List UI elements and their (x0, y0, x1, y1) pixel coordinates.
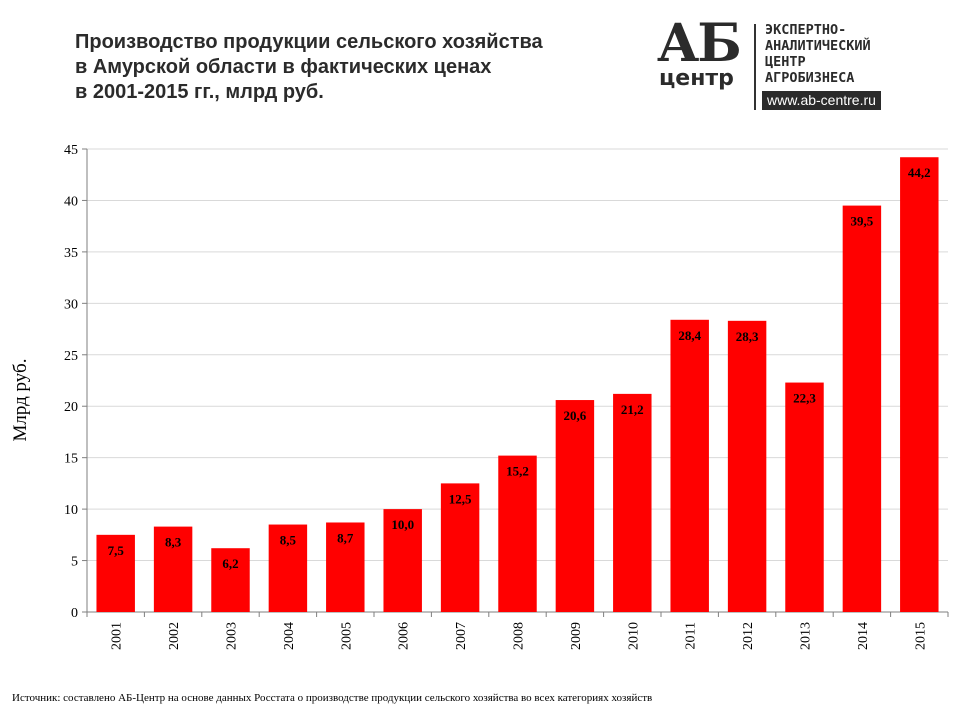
data-label: 10,0 (391, 517, 414, 532)
chart-title-line-2: в Амурской области в фактических ценах (75, 56, 492, 78)
x-tick-label: 2010 (626, 622, 641, 650)
x-tick-labels: 2001 2002 2003 2004 2005 2006 2007 2008 2009 2010… (110, 622, 929, 650)
data-label: 28,3 (736, 329, 759, 344)
x-tick-label: 2005 (339, 622, 354, 650)
logo-mark-centre: центр (659, 66, 734, 91)
y-tick-label: 25 (64, 349, 78, 364)
y-tick-label: 45 (64, 143, 78, 158)
data-label: 39,5 (851, 214, 874, 229)
x-tick-label: 2004 (282, 622, 297, 650)
bar (96, 534, 135, 612)
bar (727, 320, 767, 612)
y-tick-label: 0 (71, 606, 78, 621)
chart-title-line-3: в 2001-2015 гг., млрд руб. (75, 81, 324, 103)
bar (785, 382, 824, 612)
x-tick-label: 2013 (799, 622, 814, 650)
x-tick-label: 2002 (167, 622, 182, 650)
bar (670, 319, 709, 612)
bar (555, 400, 595, 612)
logo-text: ЭКСПЕРТНО- АНАЛИТИЧЕСКИЙ ЦЕНТР АГРОБИЗНЕ… (765, 22, 871, 86)
logo-url-link[interactable]: www.ab-centre.ru (762, 91, 881, 110)
x-tick-label: 2011 (684, 622, 699, 649)
x-tick-label: 2007 (454, 622, 469, 650)
data-label: 21,2 (621, 402, 644, 417)
logo-divider (754, 24, 756, 110)
data-label: 7,5 (108, 543, 125, 558)
bar (440, 483, 480, 612)
bars (96, 157, 939, 613)
data-label: 8,3 (165, 535, 182, 550)
bar (153, 526, 193, 612)
chart-title-line-1: Производство продукции сельского хозяйст… (75, 31, 543, 53)
x-tick-label: 2012 (741, 622, 756, 650)
data-label: 44,2 (908, 165, 931, 180)
x-tick-label: 2006 (397, 622, 412, 650)
data-label: 8,5 (280, 533, 297, 548)
x-tick-label: 2014 (856, 622, 871, 650)
bar (900, 157, 939, 612)
ab-centre-logo[interactable]: АБ центр ЭКСПЕРТНО- АНАЛИТИЧЕСКИЙ ЦЕНТР … (655, 18, 925, 114)
logo-text-line-2: АНАЛИТИЧЕСКИЙ (765, 38, 871, 54)
y-tick-labels: 0 5 10 15 20 25 30 35 40 45 (64, 143, 78, 621)
y-tick-label: 15 (64, 452, 78, 467)
data-label: 22,3 (793, 391, 816, 406)
data-label: 28,4 (678, 328, 701, 343)
y-tick-label: 35 (64, 246, 78, 261)
source-note: Источник: составлено АБ-Центр на основе … (12, 692, 653, 704)
bar (842, 205, 882, 613)
data-labels: 7,5 8,3 6,2 8,5 8,7 10,0 12,5 15,2 20,6 21,2 28,4 2… (108, 165, 931, 571)
y-tick-label: 40 (64, 194, 78, 209)
y-axis-label: Млрд руб. (10, 358, 31, 442)
data-label: 20,6 (564, 408, 587, 423)
data-label: 6,2 (222, 556, 238, 571)
y-tick-label: 30 (64, 297, 78, 312)
y-tick-label: 10 (64, 503, 78, 518)
bar (268, 524, 308, 612)
bar (498, 455, 537, 612)
x-tick-label: 2008 (512, 622, 527, 650)
bar (383, 509, 422, 612)
logo-mark: АБ центр (655, 18, 755, 100)
logo-mark-ab: АБ (657, 13, 742, 74)
bar (613, 393, 652, 612)
logo-text-line-3: ЦЕНТР (765, 54, 806, 70)
data-label: 8,7 (337, 530, 354, 545)
y-tick-label: 20 (64, 400, 78, 415)
bar (326, 522, 365, 612)
x-tick-label: 2015 (913, 622, 928, 650)
logo-text-line-1: ЭКСПЕРТНО- (765, 22, 847, 38)
y-tick-label: 5 (71, 555, 78, 570)
chart-title: Производство продукции сельского хозяйст… (75, 30, 635, 105)
x-tick-label: 2009 (569, 622, 584, 650)
bar (211, 548, 250, 612)
data-label: 12,5 (449, 491, 472, 506)
data-label: 15,2 (506, 464, 529, 479)
x-tick-label: 2003 (225, 622, 240, 650)
logo-text-line-4: АГРОБИЗНЕСА (765, 70, 855, 86)
x-tick-label: 2001 (110, 622, 125, 650)
